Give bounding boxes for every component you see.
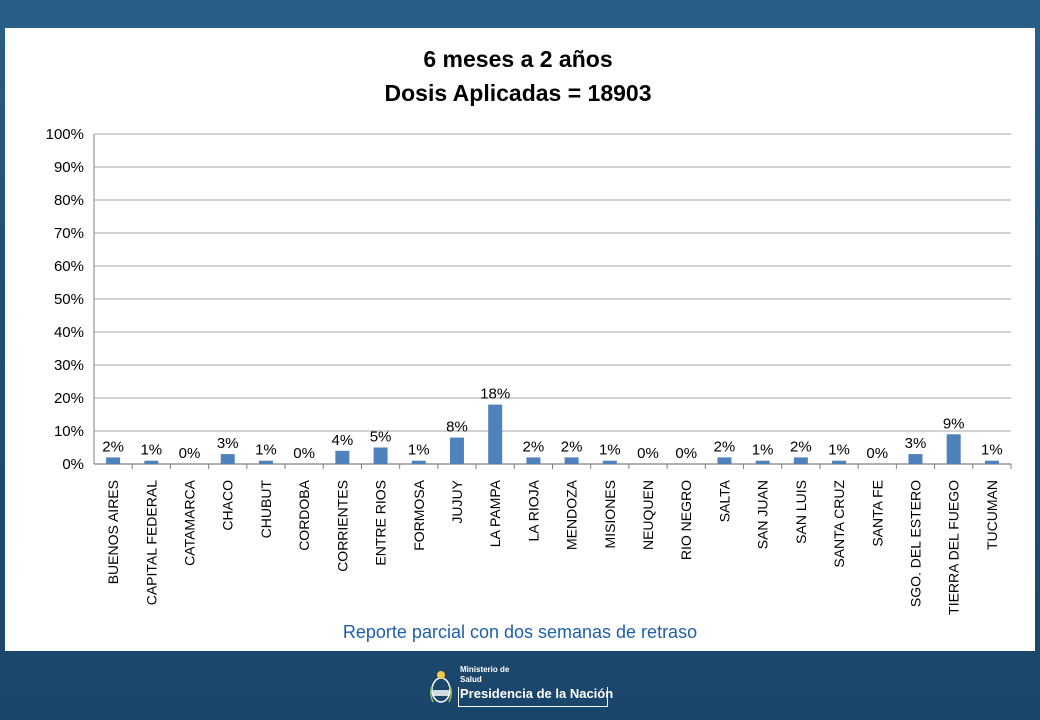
data-label: 1%: [140, 442, 162, 459]
x-tick-label: LA PAMPA: [487, 479, 503, 547]
data-label: 0%: [675, 445, 697, 462]
bars: [106, 404, 999, 464]
chart-title-line-1: 6 meses a 2 años: [423, 46, 612, 72]
bar: [832, 460, 847, 464]
x-tick-label: CORDOBA: [296, 479, 312, 550]
x-tick-label: RIO NEGRO: [678, 480, 694, 560]
x-tick-label: TIERRA DEL FUEGO: [946, 480, 962, 615]
data-label: 2%: [790, 438, 812, 455]
data-label: 0%: [179, 445, 201, 462]
y-tick-label: 50%: [54, 291, 84, 308]
data-label: 2%: [102, 438, 124, 455]
data-label: 1%: [981, 442, 1003, 459]
x-axis-ticks: BUENOS AIRES CAPITAL FEDERAL CATAMARCA CHAC…: [105, 479, 1000, 615]
y-tick-label: 90%: [54, 159, 84, 176]
bar: [946, 434, 961, 464]
x-tick-label: LA RIOJA: [525, 479, 541, 541]
data-label: 2%: [561, 438, 583, 455]
y-tick-label: 0%: [62, 456, 84, 473]
bar: [602, 460, 617, 464]
data-label: 1%: [828, 442, 850, 459]
x-tick-label: MENDOZA: [564, 479, 580, 550]
x-tick-label: SGO. DEL ESTERO: [907, 480, 923, 607]
data-label: 3%: [217, 435, 239, 452]
bar: [411, 460, 426, 464]
data-labels: 2% 1% 0% 3% 1% 0% 4% 5% 1% 8% 18% 2% 2% 1% 0% 0% 2% 1% 2% 1…: [102, 386, 1002, 462]
x-tick-label: SANTA CRUZ: [831, 480, 847, 568]
data-label: 3%: [905, 435, 927, 452]
bar: [258, 460, 273, 464]
data-label: 18%: [480, 386, 510, 403]
x-tick-label: SALTA: [716, 479, 732, 522]
y-tick-label: 20%: [54, 390, 84, 407]
data-label: 2%: [523, 438, 545, 455]
data-label: 2%: [714, 438, 736, 455]
y-tick-label: 10%: [54, 423, 84, 440]
x-tick-label: BUENOS AIRES: [105, 480, 121, 584]
data-label: 5%: [370, 429, 392, 446]
logo-salud-label: Salud: [460, 675, 482, 684]
chart-title-line-2: Dosis Aplicadas = 18903: [385, 80, 652, 106]
gridlines: [93, 133, 1012, 469]
data-label: 8%: [446, 419, 468, 436]
y-tick-label: 80%: [54, 192, 84, 209]
data-label: 0%: [293, 445, 315, 462]
bar: [564, 457, 579, 464]
bar: [373, 447, 388, 464]
x-tick-label: CHUBUT: [258, 480, 274, 539]
bar: [488, 404, 503, 464]
x-tick-label: NEUQUEN: [640, 480, 656, 550]
y-tick-label: 60%: [54, 258, 84, 275]
x-tick-label: SANTA FE: [869, 480, 885, 547]
data-label: 0%: [866, 445, 888, 462]
coat-of-arms-icon: [429, 671, 453, 703]
ministry-logo: Ministerio de Salud Presidencia de la Na…: [428, 662, 618, 710]
y-axis-ticks: 0% 10% 20% 30% 40% 50% 60% 70% 80% 90% 100%: [46, 126, 84, 473]
slide: 6 meses a 2 años Dosis Aplicadas = 18903…: [5, 28, 1035, 651]
x-tick-label: JUJUY: [449, 479, 465, 523]
x-tick-label: SAN JUAN: [755, 480, 771, 549]
data-label: 1%: [752, 442, 774, 459]
bar: [793, 457, 808, 464]
x-tick-label: FORMOSA: [411, 479, 427, 550]
data-label: 1%: [255, 442, 277, 459]
logo-frame-rule: [458, 687, 608, 707]
data-label: 4%: [332, 432, 354, 449]
data-label: 9%: [943, 415, 965, 432]
bar: [908, 454, 923, 464]
y-tick-label: 40%: [54, 324, 84, 341]
bar: [144, 460, 159, 464]
x-tick-label: CAPITAL FEDERAL: [143, 480, 159, 605]
bar-chart: 6 meses a 2 años Dosis Aplicadas = 18903…: [46, 46, 1012, 615]
y-tick-label: 70%: [54, 225, 84, 242]
logo-ministry-label: Ministerio de: [460, 665, 510, 674]
bar: [984, 460, 999, 464]
x-tick-label: TUCUMAN: [984, 480, 1000, 550]
data-label: 1%: [408, 442, 430, 459]
bar: [335, 450, 350, 464]
data-label: 1%: [599, 442, 621, 459]
x-tick-label: ENTRE RIOS: [373, 480, 389, 566]
bar: [220, 454, 235, 464]
x-tick-label: CORRIENTES: [334, 480, 350, 572]
x-tick-label: MISIONES: [602, 480, 618, 548]
x-tick-label: SAN LUIS: [793, 480, 809, 544]
y-tick-label: 30%: [54, 357, 84, 374]
x-tick-label: CHACO: [220, 480, 236, 531]
data-label: 0%: [637, 445, 659, 462]
x-tick-label: CATAMARCA: [182, 479, 198, 565]
logo-presidencia-label: Presidencia de la Nación: [460, 686, 614, 701]
bar: [755, 460, 770, 464]
bar: [526, 457, 541, 464]
bar: [717, 457, 732, 464]
footnote: Reporte parcial con dos semanas de retra…: [342, 622, 698, 642]
bar: [449, 437, 464, 464]
y-tick-label: 100%: [46, 126, 84, 143]
bar: [106, 457, 121, 464]
